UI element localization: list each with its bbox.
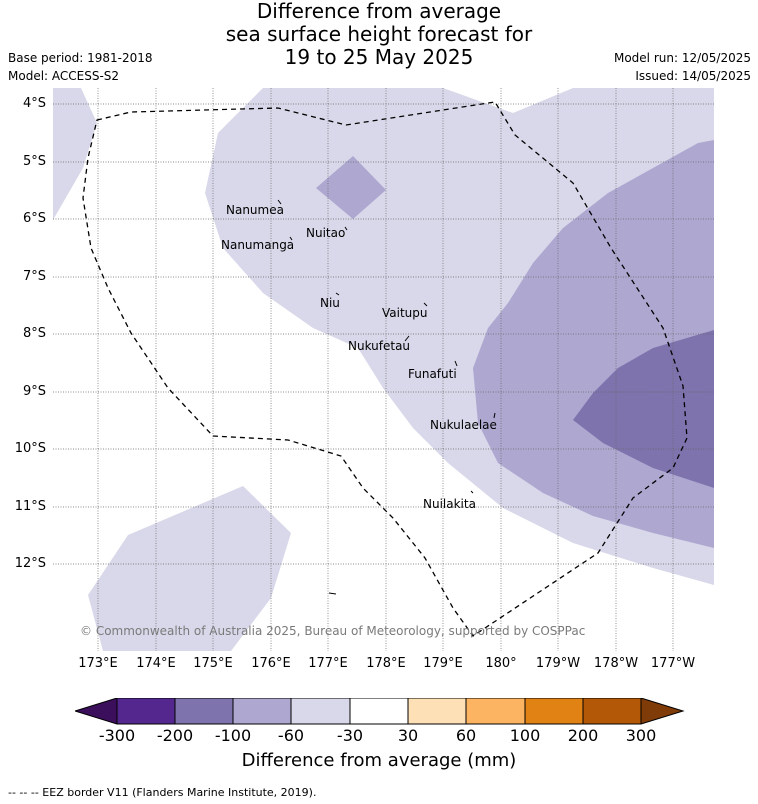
colorbar-tick: 100 bbox=[509, 726, 541, 745]
lat-label: 7°S bbox=[22, 269, 46, 284]
colorbar-segment bbox=[233, 698, 291, 724]
lon-label: 173°E bbox=[78, 656, 118, 671]
title-line-3: 19 to 25 May 2025 bbox=[284, 45, 474, 69]
colorbar-tick: 200 bbox=[567, 726, 599, 745]
island-label-vaitupu: Vaitupu bbox=[382, 306, 428, 320]
base-period: Base period: 1981-2018 bbox=[8, 51, 153, 65]
island-mark bbox=[344, 226, 348, 231]
colorbar-segment bbox=[350, 698, 408, 724]
island-label-nukufetau: Nukufetau bbox=[348, 339, 411, 353]
anomaly-region-dark bbox=[573, 330, 714, 488]
anomaly-region-light bbox=[53, 88, 97, 220]
island-mark bbox=[423, 302, 428, 307]
colorbar-segment bbox=[75, 698, 117, 724]
island-label-nuilakita: Nuilakita bbox=[423, 497, 476, 511]
island-mark bbox=[277, 199, 282, 205]
graticule bbox=[53, 88, 714, 651]
colorbar-tick: 300 bbox=[625, 726, 657, 745]
title-line-2: sea surface height forecast for bbox=[225, 22, 533, 46]
anomaly-region-medium bbox=[316, 156, 386, 219]
colorbar-segment bbox=[525, 698, 583, 724]
colorbar-segment bbox=[583, 698, 641, 724]
colorbar-label: Difference from average (mm) bbox=[241, 750, 517, 771]
eez-legend-note: -- -- -- EEZ border V11 (Flanders Marine… bbox=[8, 786, 317, 799]
map-panel bbox=[53, 88, 714, 651]
title-line-1: Difference from average bbox=[256, 0, 502, 23]
lon-label: 178°W bbox=[593, 656, 639, 671]
colorbar-segment bbox=[117, 698, 175, 724]
lon-label: 179°W bbox=[535, 656, 581, 671]
lon-label: 180° bbox=[485, 656, 517, 671]
colorbar-tick: -60 bbox=[277, 726, 305, 745]
island-label-nukulaelae: Nukulaelae bbox=[430, 418, 497, 432]
colorbar-segment bbox=[641, 698, 683, 724]
copyright-notice: © Commonwealth of Australia 2025, Bureau… bbox=[80, 624, 586, 638]
island-label-nanumanga: Nanumanga bbox=[221, 238, 295, 252]
lon-label: 174°E bbox=[136, 656, 176, 671]
island-label-nanumea: Nanumea bbox=[226, 203, 284, 217]
colorbar bbox=[75, 698, 685, 725]
colorbar-segment bbox=[175, 698, 233, 724]
lon-label: 179°E bbox=[423, 656, 463, 671]
lat-label: 5°S bbox=[22, 154, 46, 169]
lat-label: 11°S bbox=[14, 499, 46, 514]
meta-right: Model run: 12/05/2025 Issued: 14/05/2025 bbox=[614, 49, 751, 85]
island-label-funafuti: Funafuti bbox=[408, 367, 457, 381]
lon-label: 178°E bbox=[366, 656, 406, 671]
colorbar-segment bbox=[291, 698, 350, 724]
model-name: Model: ACCESS-S2 bbox=[8, 69, 120, 83]
colorbar-tick: -200 bbox=[156, 726, 194, 745]
island-mark bbox=[328, 592, 337, 595]
map-canvas bbox=[53, 88, 714, 651]
lat-label: 9°S bbox=[22, 384, 46, 399]
lat-label: 8°S bbox=[22, 326, 46, 341]
eez-border bbox=[82, 101, 688, 637]
model-run: Model run: 12/05/2025 bbox=[613, 51, 751, 65]
colorbar-segment bbox=[466, 698, 525, 724]
lon-label: 177°E bbox=[308, 656, 348, 671]
anomaly-region-light bbox=[88, 486, 291, 651]
island-mark bbox=[493, 412, 496, 419]
colorbar-tick: 30 bbox=[397, 726, 419, 745]
island-label-nuitao: Nuitao bbox=[306, 226, 346, 240]
island-mark bbox=[289, 236, 293, 241]
meta-left: Base period: 1981-2018 Model: ACCESS-S2 bbox=[8, 49, 153, 85]
island-mark bbox=[454, 360, 458, 367]
colorbar-tick: -30 bbox=[336, 726, 364, 745]
island-label-niu: Niu bbox=[320, 296, 340, 310]
lat-label: 6°S bbox=[22, 211, 46, 226]
lon-label: 176°E bbox=[251, 656, 291, 671]
lat-label: 4°S bbox=[22, 96, 46, 111]
island-mark bbox=[335, 292, 340, 296]
lon-label: 177°W bbox=[650, 656, 696, 671]
colorbar-tick: -300 bbox=[98, 726, 136, 745]
colorbar-tick: -100 bbox=[214, 726, 252, 745]
map-title: Difference from average sea surface heig… bbox=[0, 0, 758, 69]
island-marks bbox=[277, 199, 496, 595]
lat-label: 12°S bbox=[14, 556, 46, 571]
colorbar-segment bbox=[408, 698, 466, 724]
issued-date: Issued: 14/05/2025 bbox=[635, 69, 751, 83]
lat-label: 10°S bbox=[14, 441, 46, 456]
island-mark bbox=[470, 490, 474, 494]
colorbar-tick: 60 bbox=[455, 726, 477, 745]
lon-label: 175°E bbox=[193, 656, 233, 671]
island-mark bbox=[404, 335, 410, 342]
